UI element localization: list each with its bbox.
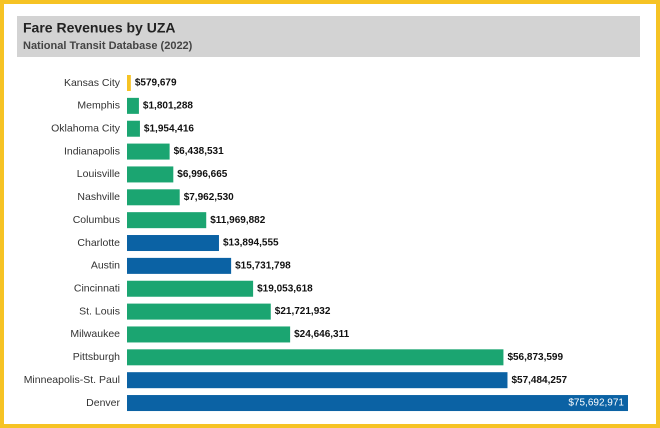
bar [127,372,508,389]
category-label: Pittsburgh [73,351,120,363]
category-label: Charlotte [77,237,120,249]
bar [127,189,180,206]
category-label: Kansas City [64,77,121,89]
value-label: $57,484,257 [511,375,567,386]
category-label: Milwaukee [70,328,120,340]
bar [127,303,271,320]
value-label: $13,894,555 [223,238,279,249]
bar [127,326,291,343]
value-label: $21,721,932 [275,306,331,317]
bar [127,235,219,252]
value-label: $75,692,971 [568,398,624,409]
category-label: Oklahoma City [51,123,121,135]
bar [127,143,170,160]
category-label: Minneapolis-St. Paul [24,374,120,386]
bar [127,97,139,114]
bar [127,257,232,274]
bar [127,75,131,91]
value-label: $579,679 [135,78,177,89]
category-label: Cincinnati [74,283,120,295]
value-label: $19,053,618 [257,283,313,294]
bar [127,120,140,137]
category-label: St. Louis [79,305,120,317]
category-label: Columbus [73,214,120,226]
bar [127,349,504,366]
category-label: Indianapolis [64,145,120,157]
value-label: $15,731,798 [235,261,291,272]
chart-title: Fare Revenues by UZA [23,20,176,36]
header-band [17,16,640,57]
value-label: $56,873,599 [507,352,563,363]
value-label: $7,962,530 [184,192,234,203]
value-label: $24,646,311 [294,329,349,340]
bar [127,212,207,229]
category-label: Austin [91,260,120,272]
bar [127,166,174,183]
value-label: $6,996,665 [177,169,227,180]
bar [127,280,254,297]
value-label: $1,954,416 [144,123,194,134]
value-label: $1,801,288 [143,101,193,112]
category-label: Memphis [77,100,120,112]
chart-subtitle: National Transit Database (2022) [23,40,193,52]
category-label: Denver [86,397,120,409]
category-label: Louisville [77,168,120,180]
value-label: $6,438,531 [174,146,224,157]
bar [127,395,628,412]
value-label: $11,969,882 [210,215,265,226]
category-label: Nashville [77,191,120,203]
